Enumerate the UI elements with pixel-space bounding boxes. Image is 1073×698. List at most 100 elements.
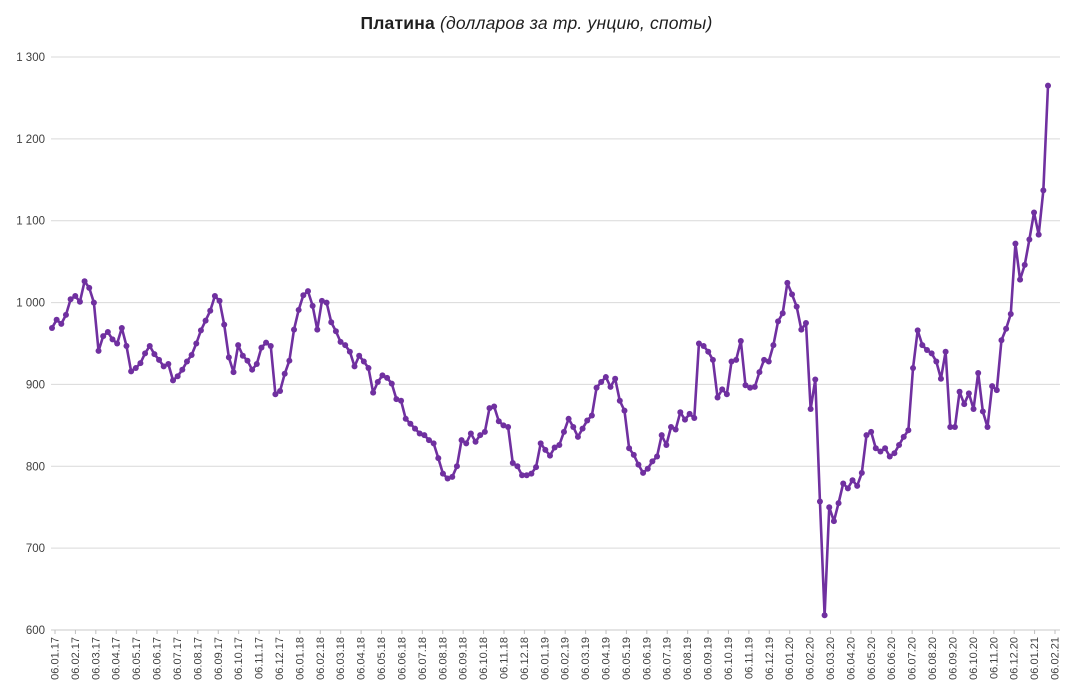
data-point-marker — [765, 358, 772, 365]
x-axis-tick-label: 06.08.19 — [682, 637, 694, 680]
data-point-marker — [300, 292, 307, 299]
data-point-marker — [500, 422, 507, 429]
data-point-marker — [81, 278, 88, 285]
data-point-marker — [374, 378, 381, 385]
price-line-series — [50, 84, 1050, 617]
data-point-marker — [598, 378, 605, 385]
x-axis-tick-label: 06.07.19 — [662, 637, 674, 680]
data-point-marker — [1026, 236, 1033, 243]
data-point-marker — [630, 451, 637, 458]
data-point-marker — [551, 444, 558, 451]
y-axis-tick-label: 900 — [26, 379, 45, 391]
y-axis-tick-label: 1 000 — [16, 298, 45, 310]
data-point-marker — [197, 327, 204, 334]
data-point-marker — [1031, 209, 1038, 216]
data-point-marker — [951, 423, 958, 430]
data-point-marker — [677, 409, 684, 416]
data-point-marker — [816, 498, 823, 505]
data-point-marker — [705, 348, 712, 355]
x-axis-tick-label: 06.03.19 — [580, 637, 592, 680]
x-axis-tick-label: 06.11.17 — [254, 637, 266, 679]
data-point-marker — [128, 368, 135, 375]
data-point-marker — [188, 351, 195, 358]
x-axis-tick-label: 06.09.20 — [947, 637, 959, 680]
x-axis-tick-label: 06.07.20 — [907, 637, 919, 680]
data-point-marker — [588, 412, 595, 419]
data-point-marker — [318, 297, 325, 304]
data-point-marker — [965, 390, 972, 397]
data-point-marker — [565, 415, 572, 422]
data-point-marker — [90, 299, 97, 306]
x-axis-tick-label: 06.10.19 — [723, 637, 735, 680]
data-point-marker — [249, 366, 256, 373]
data-point-marker — [570, 423, 577, 430]
data-point-marker — [556, 442, 563, 448]
data-point-marker — [616, 397, 623, 404]
data-point-marker — [505, 423, 512, 430]
x-axis-tick-label: 06.09.17 — [213, 637, 225, 680]
x-axis-tick-label: 06.05.18 — [376, 637, 388, 680]
y-axis-tick-label: 1 300 — [16, 52, 45, 64]
data-point-marker — [425, 437, 432, 444]
data-point-marker — [882, 445, 889, 452]
price-line-markers — [49, 82, 1051, 619]
data-point-marker — [277, 387, 284, 394]
x-axis-tick-label: 06.07.18 — [417, 637, 429, 680]
data-point-marker — [528, 470, 535, 477]
data-point-marker — [272, 391, 279, 398]
data-point-marker — [761, 356, 768, 363]
data-point-marker — [756, 369, 763, 376]
data-point-marker — [263, 339, 270, 346]
x-axis-tick-label: 06.02.19 — [560, 637, 572, 680]
y-axis-labels: 1 300 1 200 1 100 1 000 900 800 700 600 — [16, 52, 45, 637]
data-point-marker — [360, 358, 367, 365]
data-point-marker — [719, 386, 726, 393]
data-point-marker — [560, 428, 567, 435]
data-point-marker — [114, 340, 121, 347]
data-point-marker — [160, 363, 167, 370]
data-point-marker — [975, 369, 982, 376]
data-point-marker — [95, 347, 102, 354]
data-point-marker — [896, 442, 903, 448]
data-point-marker — [244, 357, 251, 364]
x-axis-tick-label: 06.09.19 — [703, 637, 715, 680]
data-point-marker — [961, 401, 968, 408]
data-point-marker — [863, 432, 870, 439]
data-point-marker — [202, 317, 209, 324]
data-point-marker — [388, 380, 395, 387]
data-point-marker — [444, 475, 451, 482]
data-point-marker — [668, 423, 675, 430]
data-point-marker — [542, 446, 549, 453]
data-point-marker — [742, 382, 749, 389]
x-axis-tick-label: 06.10.17 — [233, 637, 245, 680]
data-point-marker — [612, 375, 619, 382]
chart-title-subtitle: (долларов за тр. унцию, споты) — [434, 13, 713, 33]
data-point-marker — [170, 377, 177, 384]
x-axis-tick-label: 06.05.20 — [866, 637, 878, 680]
data-point-marker — [858, 469, 865, 476]
x-axis-tick-label: 06.06.18 — [396, 637, 408, 680]
data-point-marker — [691, 414, 698, 421]
data-point-marker — [365, 365, 372, 372]
data-point-marker — [877, 448, 884, 455]
x-axis-tick-label: 06.07.17 — [172, 637, 184, 680]
x-axis-tick-label: 06.11.20 — [988, 637, 1000, 679]
data-point-marker — [821, 612, 828, 619]
x-axis-tick-label: 06.03.20 — [825, 637, 837, 680]
x-axis-tick-label: 06.08.20 — [927, 637, 939, 680]
data-point-marker — [328, 319, 335, 326]
data-point-marker — [58, 320, 65, 327]
x-axis-tick-label: 06.10.18 — [478, 637, 490, 680]
y-axis-tick-label: 1 100 — [16, 216, 45, 228]
data-point-marker — [67, 296, 74, 303]
data-point-marker — [49, 324, 55, 331]
data-point-marker — [453, 463, 460, 470]
data-point-marker — [281, 370, 288, 377]
data-point-marker — [681, 416, 688, 423]
data-point-marker — [412, 425, 419, 432]
x-axis-tick-label: 06.04.20 — [845, 637, 857, 680]
data-point-marker — [86, 284, 93, 291]
data-point-marker — [351, 363, 358, 370]
data-point-marker — [854, 482, 861, 489]
